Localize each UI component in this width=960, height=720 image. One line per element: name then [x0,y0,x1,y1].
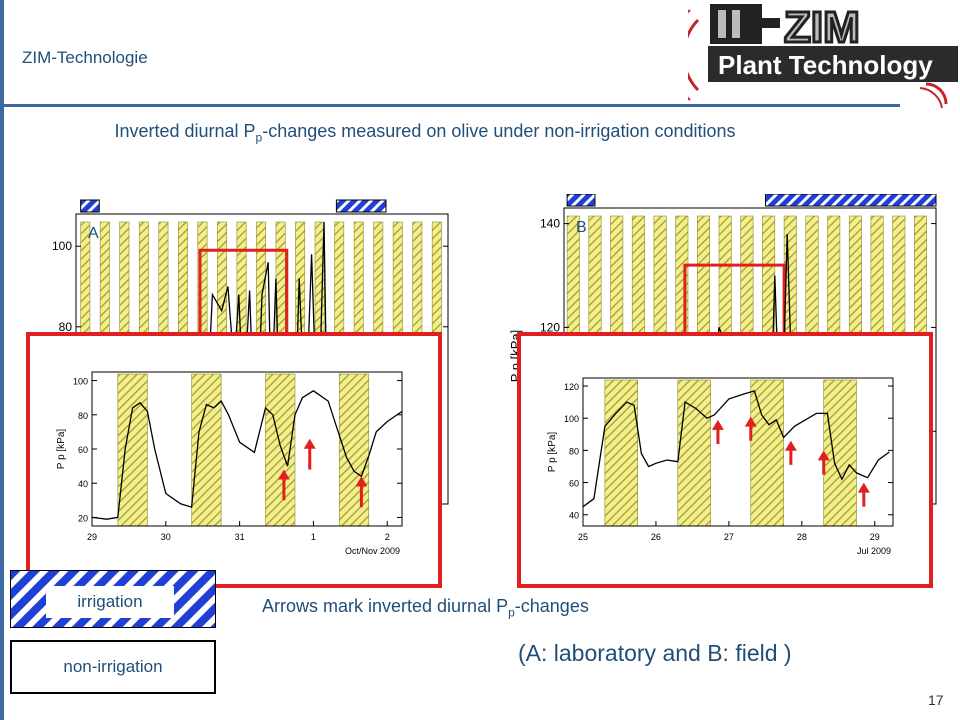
red-arrow-head [711,419,724,430]
page-number: 17 [928,692,944,708]
series-line [582,390,890,508]
x-tick-label: 29 [87,532,97,542]
panel-label: A [88,225,99,242]
y-tick-label: 120 [564,382,579,392]
y-tick-label: 100 [52,239,72,253]
y-tick-label: 40 [78,479,88,489]
svg-text:Plant Technology: Plant Technology [718,50,933,80]
x-axis-label: Jul 2009 [857,546,891,556]
arrows-note: Arrows mark inverted diurnal Pp-changes [262,596,589,620]
red-arrow-head [277,469,290,480]
legend-non-irrigation: non-irrigation [10,640,216,694]
night-band [750,379,784,527]
caption: (A: laboratory and B: field ) [518,640,792,666]
x-tick-label: 28 [797,532,807,542]
night-band [604,379,639,527]
y-axis-label: P p [kPa] [56,429,67,470]
slide-title: Inverted diurnal Pp-changes measured on … [114,121,736,145]
y-tick-label: 100 [564,414,579,424]
night-band [191,373,222,527]
series-line [91,390,403,520]
irrigation-bar [566,194,596,207]
header-divider [0,104,900,107]
inset-b: 40 60 80 100 120 25 26 27 28 29 Jul 2009 P p [kPa] [517,332,933,588]
panel-label: B [576,219,587,236]
y-tick-label: 60 [78,445,88,455]
plot-frame [582,377,894,527]
legend-irrigation-label: irrigation [46,586,174,618]
x-tick-label: 27 [724,532,734,542]
irrigation-bar [765,194,937,207]
x-tick-label: 2 [385,532,390,542]
y-tick-label: 80 [59,320,73,334]
left-accent-line [0,0,4,720]
y-tick-label: 80 [78,411,88,421]
night-band [117,373,148,527]
y-tick-label: 20 [78,513,88,523]
night-band [823,379,857,527]
irrigation-bar [80,199,100,213]
zim-logo: ZIM Plant Technology [688,2,958,109]
red-arrow-head [355,476,368,487]
y-tick-label: 100 [73,377,88,387]
y-tick-label: 80 [569,446,579,456]
inset-a: 20 40 60 80 100 29 30 31 1 2 Oct/Nov 2009 P p [kPa] [26,332,442,588]
y-tick-label: 60 [569,479,579,489]
red-arrow-head [744,416,757,427]
chart-b-inset: 40 60 80 100 120 25 26 27 28 29 Jul 2009 P p [kPa] [547,377,894,556]
x-tick-label: 29 [870,532,880,542]
y-tick-label: 40 [569,511,579,521]
x-tick-label: 25 [578,532,588,542]
red-arrow-head [857,482,870,493]
night-band [677,379,711,527]
header-label: ZIM-Technologie [22,48,148,67]
red-arrow-head [303,438,316,449]
chart-a-inset: 20 40 60 80 100 29 30 31 1 2 Oct/Nov 2009 P p [kPa] [56,371,403,556]
red-arrow-head [784,440,797,451]
x-tick-label: 1 [311,532,316,542]
x-tick-label: 30 [161,532,171,542]
y-tick-label: 140 [540,217,560,231]
y-axis-label: P p [kPa] [547,432,558,473]
x-axis-label: Oct/Nov 2009 [345,546,400,556]
red-arrow-head [817,450,830,461]
x-tick-label: 31 [235,532,245,542]
y-tick-label: 120 [540,320,560,334]
x-tick-label: 26 [651,532,661,542]
svg-text:ZIM: ZIM [784,3,860,52]
irrigation-bar [335,199,387,213]
